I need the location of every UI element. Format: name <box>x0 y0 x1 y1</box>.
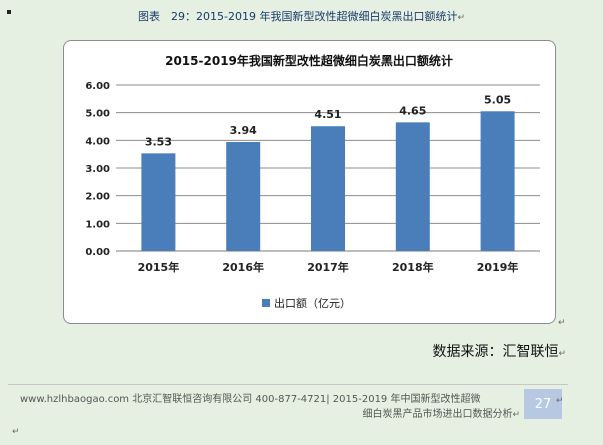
bar <box>480 111 515 252</box>
bar-value-label: 4.51 <box>314 108 341 121</box>
paragraph-mark-icon: ↵ <box>558 318 566 328</box>
legend-swatch <box>262 299 270 307</box>
bullet-marker <box>7 10 11 14</box>
chart-title: 2015-2019年我国新型改性超微细白炭黑出口额统计 <box>165 53 453 68</box>
y-tick-label: 1.00 <box>85 219 110 230</box>
paragraph-mark-icon: ↵ <box>512 410 520 420</box>
x-tick-label: 2016年 <box>222 260 264 274</box>
paragraph-mark-icon: ↵ <box>457 13 465 23</box>
data-source: 数据来源：汇智联恒↵ <box>432 341 566 361</box>
x-tick-label: 2018年 <box>392 260 434 274</box>
data-source-text: 数据来源：汇智联恒 <box>432 344 559 360</box>
y-tick-label: 4.00 <box>85 136 110 147</box>
x-tick-label: 2017年 <box>307 260 349 274</box>
y-tick-label: 2.00 <box>85 192 110 203</box>
bar-value-label: 5.05 <box>484 93 511 106</box>
legend-label: 出口额（亿元） <box>274 296 351 310</box>
y-tick-label: 6.00 <box>85 81 110 92</box>
paragraph-mark-icon: ↵ <box>558 349 566 359</box>
figure-caption-text: 图表 29：2015-2019 年我国新型改性超微细白炭黑出口额统计 <box>138 10 458 23</box>
paragraph-mark-icon: ↵ <box>12 427 20 437</box>
footer-line-1: www.hzlhbaogao.com 北京汇智联恒咨询有限公司 400-877-… <box>20 394 481 405</box>
bar-chart: 2015-2019年我国新型改性超微细白炭黑出口额统计 0.00 1.00 2.00 3… <box>85 53 540 310</box>
bar <box>395 122 430 251</box>
y-tick-label: 5.00 <box>85 109 110 120</box>
chart-container: 2015-2019年我国新型改性超微细白炭黑出口额统计 0.00 1.00 2.00 3… <box>63 40 556 324</box>
bar-value-label: 4.65 <box>399 104 426 117</box>
page-number: 27 <box>524 389 562 419</box>
y-tick-label: 3.00 <box>85 164 110 175</box>
x-tick-label: 2019年 <box>477 260 519 274</box>
bar-value-label: 3.94 <box>230 124 257 137</box>
x-tick-label: 2015年 <box>138 260 180 274</box>
y-tick-label: 0.00 <box>85 247 110 258</box>
page-footer: www.hzlhbaogao.com 北京汇智联恒咨询有限公司 400-877-… <box>20 392 520 423</box>
bar <box>141 153 176 251</box>
paragraph-mark-icon: ↵ <box>556 396 564 406</box>
footer-line-2: 细白炭黑产品市场进出口数据分析 <box>362 409 513 420</box>
bar <box>226 141 261 251</box>
figure-caption: 图表 29：2015-2019 年我国新型改性超微细白炭黑出口额统计↵ <box>0 8 603 24</box>
bar <box>311 126 345 251</box>
footer-divider <box>8 384 568 385</box>
bar-value-label: 3.53 <box>145 135 172 148</box>
